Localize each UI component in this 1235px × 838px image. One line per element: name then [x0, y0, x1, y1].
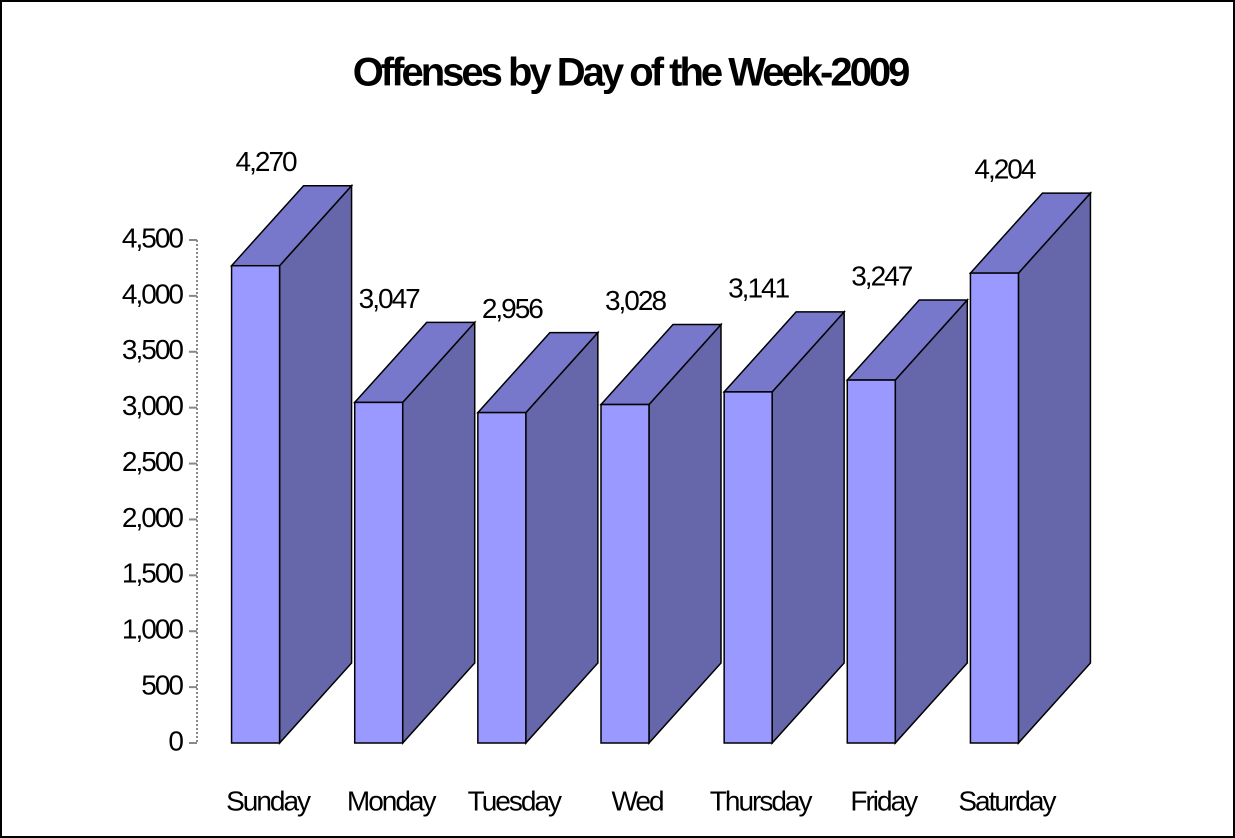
data-label: 3,141 — [728, 272, 789, 303]
chart-title: Offenses by Day of the Week-2009 — [353, 51, 909, 95]
data-label: 3,028 — [605, 285, 666, 316]
x-tick-label: Tuesday — [468, 785, 562, 816]
data-label: 4,270 — [236, 146, 297, 177]
x-tick-label: Friday — [850, 785, 918, 816]
y-tick-label: 0 — [168, 725, 183, 756]
data-label: 3,247 — [851, 260, 912, 291]
bar — [723, 391, 773, 744]
data-label: 2,956 — [482, 293, 543, 324]
x-tick-label: Sunday — [226, 785, 311, 816]
x-tick-label: Wed — [611, 785, 662, 816]
data-label: 4,204 — [974, 153, 1035, 184]
y-tick-label: 2,000 — [122, 502, 183, 533]
y-tick-label: 500 — [141, 670, 183, 701]
bar — [846, 379, 897, 744]
y-tick-label: 2,500 — [122, 446, 183, 477]
bar — [353, 401, 404, 744]
bar — [600, 403, 650, 744]
y-tick-label: 4,000 — [122, 278, 183, 309]
y-tick-label: 3,000 — [122, 390, 183, 421]
bar — [477, 411, 527, 744]
bar — [969, 272, 1020, 744]
y-tick-label: 4,500 — [122, 222, 183, 253]
data-label: 3,047 — [359, 283, 420, 314]
x-tick-label: Saturday — [958, 785, 1056, 816]
y-tick-label: 3,500 — [122, 334, 183, 365]
y-tick-label: 1,500 — [122, 558, 183, 589]
bar-side — [1017, 191, 1092, 745]
x-tick-label: Monday — [347, 785, 437, 816]
bar — [230, 264, 281, 744]
x-tick-label: Thursday — [710, 785, 813, 816]
y-tick-label: 1,000 — [122, 614, 183, 645]
bar-side — [278, 183, 353, 745]
